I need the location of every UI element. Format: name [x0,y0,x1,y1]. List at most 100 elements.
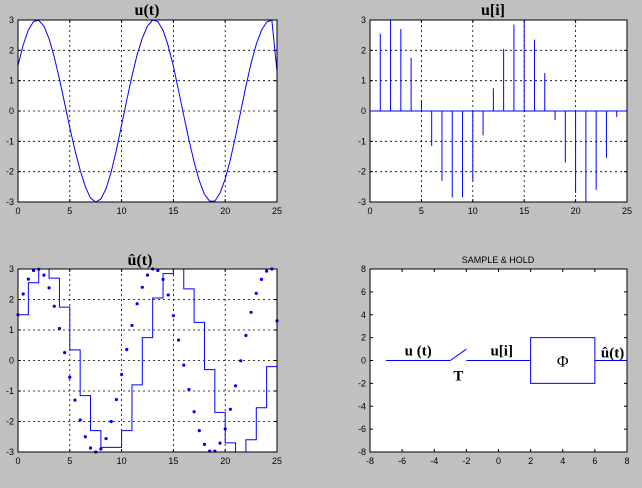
y-tick-label: 1 [9,76,14,86]
y-tick-label: -2 [6,167,14,177]
x-tick-label: 4 [560,456,565,466]
data-point [114,397,119,402]
data-point [57,326,62,331]
data-point [233,384,238,388]
data-point [171,314,175,318]
data-point [166,293,170,297]
y-tick-label: -2 [358,167,366,177]
data-point [192,410,196,414]
y-tick-label: -3 [6,447,14,457]
data-point [140,285,144,289]
data-point [130,323,134,328]
data-point [197,429,201,433]
x-tick-label: 2 [528,456,533,466]
y-tick-label: 4 [361,310,366,320]
data-point [52,304,56,308]
x-tick-label: 25 [622,206,632,216]
x-tick-label: 15 [519,206,529,216]
y-tick-label: -3 [6,197,14,207]
series-line [17,19,278,203]
y-tick-label: 6 [361,287,366,297]
data-point [202,442,207,446]
data-point [239,359,243,363]
data-point [223,427,227,431]
x-tick-label: -4 [430,456,438,466]
y-tick-label: 8 [361,264,366,274]
x-tick-label: 6 [592,456,597,466]
y-tick-label: -6 [358,424,366,434]
x-tick-label: 20 [220,206,230,216]
y-tick-label: -4 [358,401,366,411]
y-tick-label: 0 [361,356,366,366]
x-tick-label: 10 [117,206,127,216]
x-tick-label: 5 [67,456,72,466]
y-tick-label: 3 [9,264,14,274]
chart-title: û(t) [128,252,153,269]
x-tick-label: 0 [367,206,372,216]
phi-label: Φ [557,354,569,371]
x-tick-label: 10 [117,456,127,466]
x-tick-label: 0 [496,456,501,466]
data-point [104,436,108,441]
data-point [78,418,82,422]
data-point [47,286,51,290]
switch-line [450,348,467,361]
data-point [182,363,186,367]
data-point [68,375,72,379]
y-tick-label: -8 [358,447,366,457]
plot-area [369,19,628,203]
subplot-sample-and-hold: SAMPLE & HOLD -8 -6 -4 -2 0 2 4 6 8 8 6 4 2 0 -2 -4 -6 -8… [358,255,630,466]
x-tick-label: 10 [468,206,478,216]
plot-area [17,19,278,203]
y-tick-label: 0 [361,106,366,116]
switch-label: T [453,369,463,385]
data-point [176,338,181,342]
data-point [63,350,67,355]
data-point [109,419,113,424]
data-point [145,273,150,277]
y-tick-label: -3 [358,197,366,207]
x-tick-label: 15 [168,206,178,216]
x-tick-label: 25 [272,206,282,216]
data-point [83,435,87,439]
data-point [135,302,139,306]
x-tick-label: -8 [366,456,374,466]
y-tick-label: -2 [6,417,14,427]
y-tick-label: 2 [9,45,14,55]
data-point [26,277,30,281]
data-point [125,347,129,352]
data-point [99,447,103,451]
y-tick-label: -1 [358,136,366,146]
data-point [259,277,264,281]
x-tick-label: -2 [462,456,470,466]
y-tick-label: 1 [361,76,366,86]
data-point [187,387,191,392]
data-point [228,407,232,411]
chart-title: u[i] [481,2,505,19]
y-tick-label: 2 [9,295,14,305]
x-tick-label: 5 [67,206,72,216]
sampled-label: u[i] [490,344,513,360]
data-point [88,446,93,450]
x-tick-label: 20 [571,206,581,216]
x-tick-label: 0 [15,206,20,216]
y-tick-label: -1 [6,136,14,146]
x-tick-label: 5 [419,206,424,216]
y-tick-label: 0 [9,106,14,116]
data-point [42,273,46,277]
data-point [31,268,36,273]
plot-area [369,268,628,453]
hold-step-line [18,268,278,453]
x-tick-label: -6 [398,456,406,466]
data-point [120,372,124,377]
y-tick-label: -2 [358,378,366,388]
y-tick-label: 2 [361,45,366,55]
y-tick-label: 2 [361,333,366,343]
chart-title: u(t) [135,2,160,19]
x-tick-label: 20 [220,456,230,466]
x-tick-label: 0 [15,456,20,466]
output-label: û(t) [601,346,624,362]
